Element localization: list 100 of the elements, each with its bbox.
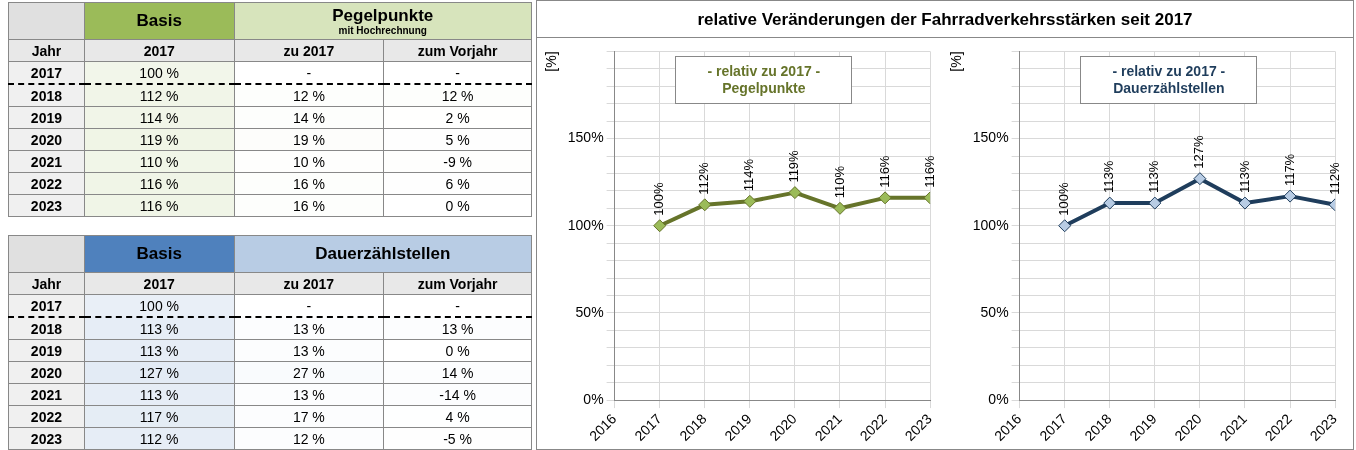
data-label: 12 % [234,427,384,450]
data-label: 13 % [234,339,384,362]
data-label: -14 % [383,383,532,406]
data-label: 12 % [383,84,532,107]
y-tick-label: 2023 [8,194,85,217]
y-tick-label: 2021 [8,383,85,406]
y-tick-label: 2018 [8,84,85,107]
caption-box: - relativ zu 2017 - Pegelpunkte [675,56,853,105]
data-label: 112% [1326,162,1342,195]
text: - [455,64,460,81]
y-tick-label: 100% [567,216,604,233]
text: - [306,297,312,314]
data-label: 114% [741,158,757,192]
point [1058,219,1072,233]
x-tick-label: zu 2017 [234,39,384,62]
data-label: 116 % [84,172,235,195]
data-label: 14 % [383,361,532,384]
data-label: 114 % [84,106,235,129]
data-label: 117% [1281,153,1297,187]
x-tick-label: zu 2017 [234,272,384,295]
y-axis-title: Jahr [8,272,85,295]
point [833,201,847,215]
data-label: 113% [1146,160,1162,194]
annotation: - relativ zu 2017 - [706,63,822,81]
data-label: 116 % [84,194,235,217]
y-tick-label: 2022 [8,172,85,195]
annotation: - relativ zu 2017 - [1111,63,1227,81]
data-label: 5 % [383,128,532,151]
data-label: 17 % [234,405,384,428]
point [1238,196,1252,210]
chart-subtitle: mit Hochrechnung [337,24,428,36]
data-label: 110 % [84,150,235,173]
data-label: 4 % [383,405,532,428]
point [698,198,712,212]
y-tick-label: 50% [980,303,1009,320]
data-label: 112 % [84,84,235,107]
data-label: 100% [1056,182,1072,216]
data-label: 127% [1191,134,1207,169]
x-tick-label: 2017 [84,272,234,295]
data-label: 127 % [84,361,234,384]
point [743,194,757,208]
y-tick-label: 150% [567,129,604,146]
text: Basis [84,235,234,273]
chart-title: Dauerzählstellen [234,235,532,273]
y-tick-label: 0% [583,390,604,407]
data-label: 16 % [234,194,384,217]
y-tick-label: 2020 [8,128,85,151]
annotation: Pegelpunkte [721,80,807,98]
data-label: 2 % [383,106,532,129]
point [653,219,667,233]
y-tick-label: 150% [972,129,1009,146]
y-axis-title: Jahr [8,39,85,62]
data-label: 13 % [234,317,384,340]
caption-box: - relativ zu 2017 - Dauerzählstellen [1080,56,1258,105]
data-label: 113 % [84,383,234,406]
x-tick-label: zum Vorjahr [383,39,532,62]
point [1283,189,1297,203]
y-axis-title: [%] [543,51,560,72]
data-label: 112 % [84,427,234,450]
y-tick-label: 2021 [8,150,85,173]
data-label: 19 % [234,128,384,151]
point [1103,196,1117,210]
point [1148,196,1162,210]
text: - [306,64,312,81]
data-label: 100 % [84,61,235,84]
text: Basis [84,2,235,40]
y-tick-label: 2019 [8,106,85,129]
data-label: 117 % [84,405,234,428]
data-label: 27 % [234,361,384,384]
point [1193,172,1207,186]
y-tick-label: 100% [972,216,1009,233]
data-label: 113 % [84,339,234,362]
annotation: Dauerzählstellen [1112,80,1226,98]
x-tick-label: zum Vorjahr [383,272,532,295]
data-label: 110% [831,165,847,199]
data-label: 0 % [383,194,532,217]
chart-title: relative Veränderungen der Fahrradverkehrsstärken seit 2017 [536,0,1354,38]
text: - [455,297,460,314]
data-label: 119% [786,149,802,183]
y-tick-label: 2019 [8,339,85,362]
data-label: 16 % [234,172,384,195]
data-label: 119 % [84,128,235,151]
point [878,191,892,205]
data-label: 113% [1101,160,1117,194]
y-tick-label: 2017 [8,61,85,84]
data-label: 6 % [383,172,532,195]
y-tick-label: 50% [575,303,604,320]
data-label: 13 % [383,317,532,340]
y-tick-label: 2017 [8,294,85,317]
y-tick-label: 2018 [8,317,85,340]
data-label: 100 % [84,294,234,317]
point [788,186,802,200]
x-tick-label: 2017 [84,39,235,62]
data-label: 113% [1236,160,1252,194]
y-tick-label: 0% [988,390,1009,407]
data-label: 0 % [383,339,532,362]
y-tick-label: 2020 [8,361,85,384]
data-label: 12 % [234,84,384,107]
data-label: 113 % [84,317,234,340]
data-label: -9 % [383,150,532,173]
